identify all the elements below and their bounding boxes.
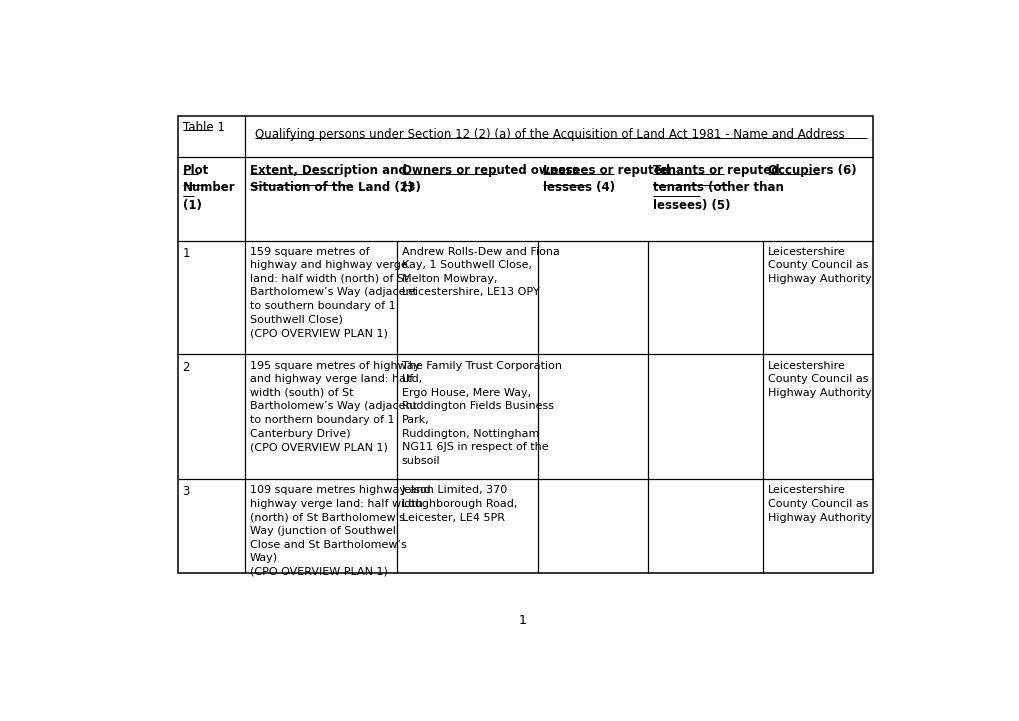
- Text: Lessees or reputed
lessees (4): Lessees or reputed lessees (4): [542, 164, 669, 194]
- Text: 159 square metres of
highway and highway verge
land: half width (north) of St
Ba: 159 square metres of highway and highway…: [250, 247, 417, 338]
- Text: 2: 2: [182, 360, 190, 373]
- Text: Leicestershire
County Council as
Highway Authority: Leicestershire County Council as Highway…: [767, 247, 870, 284]
- Text: Extent, Description and
Situation of the Land (2): Extent, Description and Situation of the…: [250, 164, 413, 194]
- Text: Occupiers (6): Occupiers (6): [767, 164, 855, 177]
- Text: Plot
Number
(1): Plot Number (1): [182, 164, 235, 211]
- Bar: [177, 116, 872, 573]
- Text: Jelson Limited, 370
Loughborough Road,
Leicester, LE4 5PR: Jelson Limited, 370 Loughborough Road, L…: [401, 485, 517, 523]
- Text: Table 1: Table 1: [182, 121, 224, 134]
- Text: 1: 1: [182, 247, 190, 260]
- Text: 195 square metres of highway
and highway verge land: half
width (south) of St
Ba: 195 square metres of highway and highway…: [250, 360, 420, 452]
- Text: Qualifying persons under Section 12 (2) (a) of the Acquisition of Land Act 1981 : Qualifying persons under Section 12 (2) …: [255, 128, 844, 141]
- Text: Leicestershire
County Council as
Highway Authority: Leicestershire County Council as Highway…: [767, 360, 870, 398]
- Text: Tenants or reputed
tenants (other than
lessees) (5): Tenants or reputed tenants (other than l…: [652, 164, 783, 211]
- Text: Leicestershire
County Council as
Highway Authority: Leicestershire County Council as Highway…: [767, 485, 870, 523]
- Text: 1: 1: [519, 614, 526, 627]
- Text: The Family Trust Corporation
Ltd,
Ergo House, Mere Way,
Ruddington Fields Busine: The Family Trust Corporation Ltd, Ergo H…: [401, 360, 561, 466]
- Text: 109 square metres highway and
highway verge land: half width
(north) of St Barth: 109 square metres highway and highway ve…: [250, 485, 430, 577]
- Text: 3: 3: [182, 485, 190, 498]
- Text: Owners or reputed owners
(3): Owners or reputed owners (3): [401, 164, 579, 194]
- Text: Andrew Rolls-Dew and Fiona
Kay, 1 Southwell Close,
Melton Mowbray,
Leicestershir: Andrew Rolls-Dew and Fiona Kay, 1 Southw…: [401, 247, 559, 298]
